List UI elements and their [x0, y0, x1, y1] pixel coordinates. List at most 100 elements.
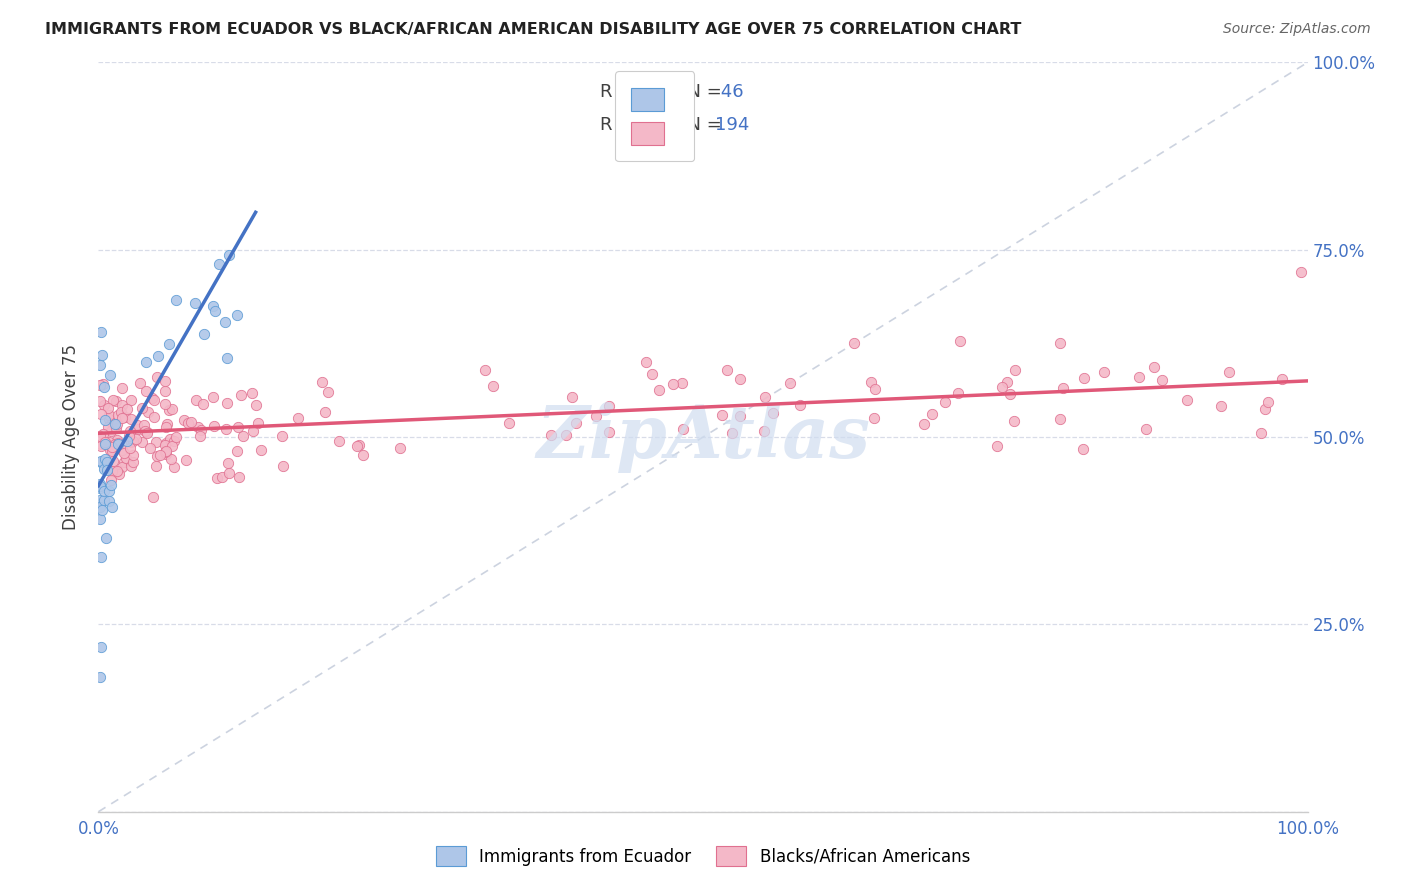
Legend: , : ,: [614, 71, 695, 161]
Point: [93, 398, 115, 412]
Point: [114, 451, 136, 466]
Point: [991, 380, 1014, 394]
Point: [94, 435, 117, 450]
Point: [89, 481, 111, 495]
Point: [100, 473, 122, 487]
Point: [318, 385, 340, 400]
Point: [173, 412, 195, 426]
Point: [139, 441, 162, 455]
Point: [111, 460, 134, 475]
Point: [1254, 402, 1277, 417]
Point: [1071, 442, 1094, 456]
Point: [108, 467, 131, 482]
Point: [135, 354, 157, 368]
Text: N =: N =: [676, 116, 728, 135]
Point: [111, 443, 134, 458]
Point: [226, 444, 249, 458]
Point: [204, 304, 226, 318]
Point: [1002, 414, 1025, 428]
Point: [131, 434, 153, 449]
Point: [89, 378, 111, 392]
Point: [100, 444, 122, 458]
Point: [89, 358, 111, 372]
Point: [1004, 363, 1026, 377]
Point: [754, 390, 776, 404]
Text: 46: 46: [716, 84, 744, 102]
Point: [914, 417, 936, 432]
Point: [104, 437, 127, 451]
Point: [100, 442, 122, 457]
Point: [640, 367, 662, 381]
Point: [217, 456, 239, 470]
Point: [97, 419, 120, 434]
Point: [105, 465, 128, 479]
Point: [202, 419, 225, 434]
Point: [474, 363, 496, 377]
Point: [585, 409, 607, 423]
Point: [94, 437, 117, 451]
Point: [101, 440, 124, 454]
Point: [193, 327, 215, 342]
Point: [995, 376, 1018, 390]
Point: [93, 483, 115, 498]
Text: 0.434: 0.434: [626, 116, 678, 135]
Point: [1257, 394, 1279, 409]
Point: [225, 308, 247, 322]
Point: [710, 408, 733, 422]
Point: [101, 464, 124, 478]
Point: [105, 394, 128, 409]
Point: [1128, 370, 1150, 384]
Point: [89, 512, 111, 526]
Point: [90, 439, 112, 453]
Point: [90, 407, 112, 421]
Point: [187, 419, 209, 434]
Point: [160, 439, 183, 453]
Point: [184, 393, 207, 408]
Point: [226, 420, 249, 434]
Point: [671, 376, 693, 391]
Point: [215, 422, 238, 436]
Point: [865, 382, 887, 396]
Point: [1271, 372, 1294, 386]
Point: [96, 454, 118, 468]
Point: [136, 405, 159, 419]
Point: [101, 392, 124, 407]
Point: [1218, 365, 1240, 379]
Point: [250, 442, 273, 457]
Point: [188, 428, 211, 442]
Point: [114, 409, 136, 424]
Point: [89, 479, 111, 493]
Point: [145, 449, 167, 463]
Point: [728, 372, 751, 386]
Point: [190, 423, 212, 437]
Point: [934, 395, 956, 409]
Point: [120, 393, 142, 408]
Point: [107, 408, 129, 422]
Point: [636, 355, 658, 369]
Point: [91, 348, 114, 362]
Point: [215, 395, 238, 409]
Point: [662, 376, 685, 391]
Point: [217, 351, 239, 365]
Point: [93, 493, 115, 508]
Point: [94, 531, 117, 545]
Point: [165, 429, 187, 443]
Y-axis label: Disability Age Over 75: Disability Age Over 75: [62, 344, 80, 530]
Point: [232, 429, 254, 443]
Text: Source: ZipAtlas.com: Source: ZipAtlas.com: [1223, 22, 1371, 37]
Text: N =: N =: [676, 84, 728, 102]
Point: [347, 438, 370, 452]
Point: [111, 410, 134, 425]
Point: [218, 248, 240, 262]
Point: [141, 391, 163, 405]
Point: [214, 315, 236, 329]
Point: [218, 467, 240, 481]
Point: [132, 417, 155, 432]
Point: [208, 257, 231, 271]
Point: [270, 429, 292, 443]
Point: [107, 464, 129, 478]
Point: [160, 452, 183, 467]
Point: [146, 370, 169, 384]
Point: [1052, 381, 1074, 395]
Point: [89, 670, 111, 684]
